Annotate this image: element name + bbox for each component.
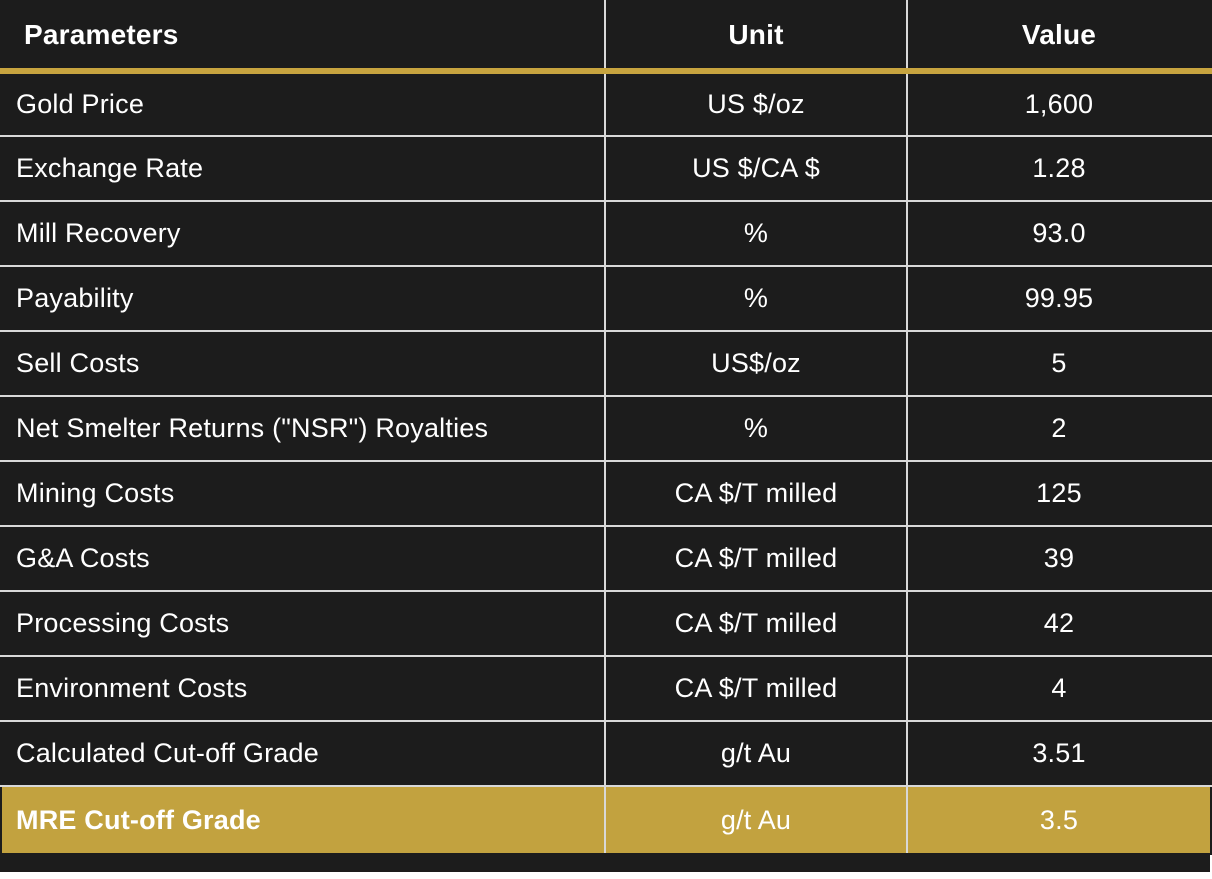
unit-cell: CA $/T milled [604, 525, 908, 592]
unit-cell: % [604, 265, 908, 332]
unit-cell: CA $/T milled [604, 590, 908, 657]
unit-cell: g/t Au [604, 785, 908, 855]
table-row: Processing Costs CA $/T milled 42 [0, 590, 1212, 657]
table-row: Exchange Rate US $/CA $ 1.28 [0, 135, 1212, 202]
parameter-cell: G&A Costs [0, 525, 606, 592]
value-cell: 3.51 [906, 720, 1212, 787]
unit-cell: % [604, 395, 908, 462]
parameter-cell: MRE Cut-off Grade [0, 785, 606, 855]
header-row: Parameters Unit Value [0, 0, 1212, 74]
table-row: Sell Costs US$/oz 5 [0, 330, 1212, 397]
table-header: Parameters Unit Value [0, 0, 1212, 74]
header-value: Value [906, 0, 1212, 74]
unit-cell: US $/oz [604, 70, 908, 137]
parameter-cell: Mill Recovery [0, 200, 606, 267]
parameter-cell: Gold Price [0, 70, 606, 137]
value-cell: 93.0 [906, 200, 1212, 267]
highlighted-table-row: MRE Cut-off Grade g/t Au 3.5 [0, 785, 1212, 855]
parameter-cell: Payability [0, 265, 606, 332]
table-row: Payability % 99.95 [0, 265, 1212, 332]
unit-cell: % [604, 200, 908, 267]
value-cell: 2 [906, 395, 1212, 462]
table-body: Gold Price US $/oz 1,600 Exchange Rate U… [0, 70, 1212, 855]
table-row: Calculated Cut-off Grade g/t Au 3.51 [0, 720, 1212, 787]
table-row: G&A Costs CA $/T milled 39 [0, 525, 1212, 592]
parameter-cell: Exchange Rate [0, 135, 606, 202]
parameter-cell: Mining Costs [0, 460, 606, 527]
value-cell: 4 [906, 655, 1212, 722]
parameter-cell: Net Smelter Returns ("NSR") Royalties [0, 395, 606, 462]
parameter-cell: Calculated Cut-off Grade [0, 720, 606, 787]
unit-cell: CA $/T milled [604, 655, 908, 722]
parameter-cell: Environment Costs [0, 655, 606, 722]
header-parameters: Parameters [0, 0, 606, 74]
table-row: Net Smelter Returns ("NSR") Royalties % … [0, 395, 1212, 462]
table-row: Environment Costs CA $/T milled 4 [0, 655, 1212, 722]
value-cell: 3.5 [906, 785, 1212, 855]
value-cell: 1.28 [906, 135, 1212, 202]
value-cell: 1,600 [906, 70, 1212, 137]
unit-cell: US$/oz [604, 330, 908, 397]
table-bottom-border [0, 867, 1210, 872]
unit-cell: g/t Au [604, 720, 908, 787]
value-cell: 39 [906, 525, 1212, 592]
header-unit: Unit [604, 0, 908, 74]
unit-cell: CA $/T milled [604, 460, 908, 527]
value-cell: 99.95 [906, 265, 1212, 332]
value-cell: 42 [906, 590, 1212, 657]
unit-cell: US $/CA $ [604, 135, 908, 202]
parameter-cell: Processing Costs [0, 590, 606, 657]
table-row: Mining Costs CA $/T milled 125 [0, 460, 1212, 527]
value-cell: 125 [906, 460, 1212, 527]
table-row: Mill Recovery % 93.0 [0, 200, 1212, 267]
value-cell: 5 [906, 330, 1212, 397]
parameters-table: Parameters Unit Value Gold Price US $/oz… [0, 0, 1212, 855]
parameter-cell: Sell Costs [0, 330, 606, 397]
table-row: Gold Price US $/oz 1,600 [0, 70, 1212, 137]
